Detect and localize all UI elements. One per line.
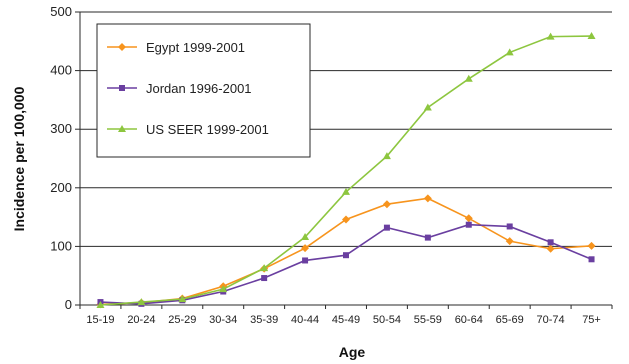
data-point (423, 194, 432, 203)
x-tick-label: 25-29 (168, 314, 196, 326)
data-point (465, 221, 472, 228)
legend-swatch-marker (119, 85, 125, 91)
data-point (260, 264, 269, 272)
data-point (587, 32, 596, 40)
x-tick-label: 40-44 (291, 314, 319, 326)
data-point (383, 224, 390, 231)
y-tick-label: 100 (50, 238, 72, 253)
x-axis-title: Age (339, 344, 366, 360)
series-0 (96, 194, 596, 309)
legend-entry-1: Jordan 1996-2001 (107, 81, 252, 96)
data-point (424, 234, 431, 241)
x-tick-label: 35-39 (250, 314, 278, 326)
data-point (547, 239, 554, 246)
x-tick-label: 65-69 (496, 314, 524, 326)
x-tick-label: 70-74 (537, 314, 565, 326)
x-tick-label: 60-64 (455, 314, 483, 326)
data-point (505, 48, 514, 56)
legend-swatch-marker (118, 43, 126, 51)
data-point (301, 244, 310, 253)
data-point (382, 200, 391, 209)
y-tick-label: 400 (50, 63, 72, 78)
data-point (464, 214, 473, 223)
data-point (301, 233, 310, 241)
y-tick-label: 200 (50, 180, 72, 195)
data-point (302, 257, 309, 264)
data-point (96, 301, 105, 308)
legend-label: Egypt 1999-2001 (146, 40, 245, 55)
data-point (343, 252, 349, 259)
data-point (546, 32, 555, 40)
x-tick-label: 20-24 (127, 314, 155, 326)
series-2 (96, 32, 596, 308)
data-point (423, 103, 432, 111)
series-1 (97, 221, 595, 307)
y-tick-labels: 0 100 200 300 400 500 (50, 4, 72, 312)
data-point (178, 295, 187, 303)
data-point (261, 275, 268, 282)
series-lines (96, 32, 596, 309)
data-point (588, 256, 595, 263)
legend-swatch-marker (118, 125, 126, 132)
axes (75, 11, 613, 309)
y-tick-label: 0 (65, 297, 72, 312)
legend: Egypt 1999-2001 Jordan 1996-2001 US SEER 1… (96, 23, 311, 158)
legend-entry-2: US SEER 1999-2001 (107, 122, 269, 137)
data-point (506, 223, 513, 230)
data-point (137, 298, 146, 306)
x-tick-label: 45-49 (332, 314, 360, 326)
legend-label: Jordan 1996-2001 (146, 81, 252, 96)
x-tick-label: 75+ (582, 314, 601, 326)
series-line (100, 223, 592, 305)
data-point (587, 241, 596, 250)
series-line (100, 197, 592, 306)
data-point (382, 152, 391, 160)
data-point (342, 187, 350, 195)
legend-entry-0: Egypt 1999-2001 (107, 40, 245, 55)
y-axis-title: Incidence per 100,000 (11, 86, 27, 231)
x-tick-label: 15-19 (86, 314, 114, 326)
x-tick-labels: 15-19 20-24 25-29 30-34 35-39 40-44 45-49 50-54… (86, 314, 600, 326)
data-point (342, 215, 350, 224)
data-point (464, 74, 473, 82)
legend-box (96, 23, 311, 158)
data-point (546, 244, 555, 253)
legend-label: US SEER 1999-2001 (146, 122, 269, 137)
x-tick-label: 55-59 (414, 314, 442, 326)
y-tick-label: 300 (50, 121, 72, 136)
x-tick-label: 30-34 (209, 314, 237, 326)
data-point (505, 237, 514, 246)
x-tick-label: 50-54 (373, 314, 401, 326)
data-point (219, 285, 228, 293)
y-tick-label: 500 (50, 4, 72, 19)
